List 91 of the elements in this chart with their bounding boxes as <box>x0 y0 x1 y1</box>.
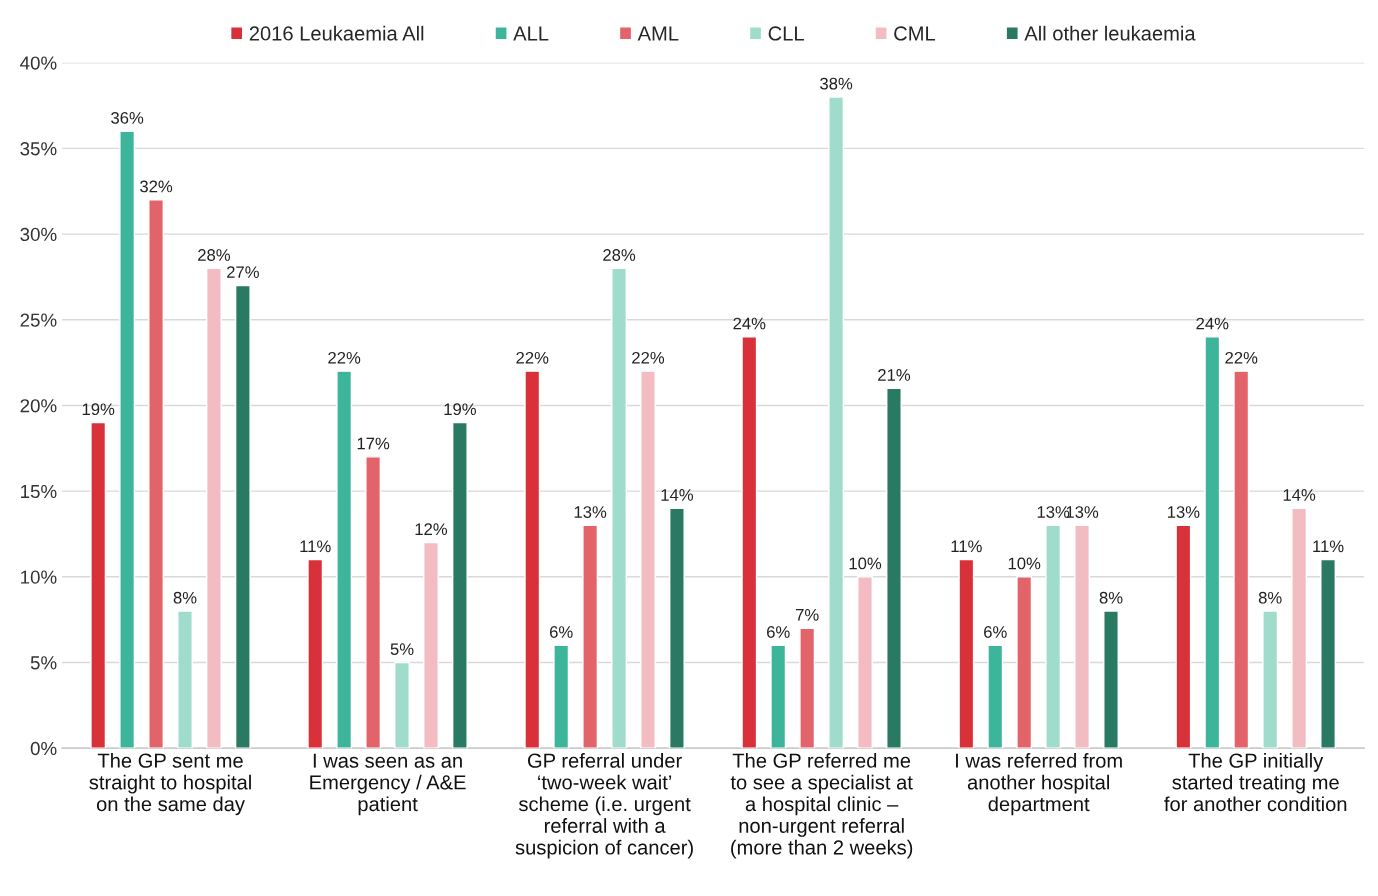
data-label: 24% <box>1196 317 1229 330</box>
data-label: 11% <box>1313 540 1344 553</box>
data-label: 14% <box>1283 489 1316 501</box>
data-label: 21% <box>878 369 911 381</box>
data-label: 19% <box>82 403 115 416</box>
bar <box>148 199 164 749</box>
data-label: 28% <box>198 249 231 261</box>
bar <box>1074 524 1091 749</box>
x-tick-label: GP referral under ‘two-week wait’ scheme (i.e. urgent referral with a suspicion of cancer) <box>515 753 693 859</box>
legend-label: All other leukaemia <box>1024 25 1196 41</box>
bar <box>1016 576 1033 749</box>
data-label: 22% <box>516 351 549 364</box>
bar <box>1233 370 1250 749</box>
data-label: 6% <box>984 626 1007 638</box>
data-label: 7% <box>795 609 819 621</box>
legend-label: 2016 Leukaemia All <box>249 25 424 41</box>
bar <box>770 644 787 749</box>
bar <box>90 421 107 749</box>
data-label: 8% <box>1099 591 1123 604</box>
data-label: 8% <box>173 591 197 604</box>
bar <box>1103 610 1119 749</box>
x-tick-label: The GP referred me to see a specialist at a hospital clinic – non-urgent referral (more than 2 weeks) <box>730 753 913 859</box>
data-label: 10% <box>1008 557 1041 570</box>
bar <box>336 370 353 749</box>
bar <box>799 627 816 749</box>
y-tick-label: 5% <box>30 656 57 670</box>
data-label: 12% <box>415 523 448 535</box>
bar <box>206 267 222 749</box>
data-label: 32% <box>140 180 173 193</box>
data-label: 19% <box>444 403 476 416</box>
data-label: 27% <box>227 266 259 278</box>
data-label: 11% <box>300 540 331 553</box>
bar <box>394 661 410 749</box>
data-label: 28% <box>603 249 636 261</box>
y-tick-label: 10% <box>21 570 57 584</box>
data-label: 38% <box>820 77 853 90</box>
x-tick-label: I was seen as an Emergency / A&E patient <box>310 753 466 816</box>
legend-label: AML <box>637 26 679 41</box>
data-label: 22% <box>328 351 361 364</box>
bar <box>886 387 902 749</box>
bar <box>524 370 541 749</box>
bar <box>1320 558 1336 749</box>
bar <box>828 96 845 749</box>
data-label: 13% <box>1167 506 1200 518</box>
data-label: 5% <box>390 643 414 656</box>
y-tick-label: 25% <box>20 313 57 327</box>
legend-label: CML <box>894 26 936 41</box>
bar <box>177 610 193 749</box>
bar <box>1262 610 1279 749</box>
bar <box>958 558 975 749</box>
y-tick-label: 40% <box>20 56 57 70</box>
bar <box>234 284 251 749</box>
bar <box>365 456 382 749</box>
bar <box>119 130 136 749</box>
data-label: 22% <box>632 351 665 364</box>
y-tick-label: 20% <box>20 399 57 413</box>
data-label: 36% <box>111 112 144 124</box>
data-label: 6% <box>767 626 790 638</box>
legend-label: CLL <box>768 26 804 41</box>
bar <box>582 524 599 749</box>
bar <box>1175 524 1192 749</box>
bar <box>640 370 656 749</box>
x-tick-label: I was referred from another hospital department <box>956 753 1122 816</box>
data-label: 14% <box>661 489 694 501</box>
x-tick-label: The GP sent me straight to hospital on the same day <box>89 753 251 816</box>
bar <box>741 336 758 749</box>
y-tick-label: 0% <box>30 741 57 756</box>
data-label: 13% <box>574 506 607 518</box>
bar <box>307 558 324 749</box>
bar <box>611 267 627 749</box>
bar <box>1045 524 1062 749</box>
legend-label: ALL <box>513 26 549 41</box>
bar <box>1291 507 1308 749</box>
bar <box>423 541 439 749</box>
bar <box>669 507 685 749</box>
bar <box>553 644 570 749</box>
bar <box>451 421 468 749</box>
y-tick-label: 35% <box>20 142 57 156</box>
data-label: 11% <box>951 540 982 553</box>
bar <box>857 576 873 749</box>
data-label: 6% <box>549 626 573 638</box>
bar <box>987 644 1004 749</box>
data-label: 17% <box>357 437 390 450</box>
y-tick-label: 30% <box>20 227 57 242</box>
data-label: 22% <box>1225 351 1258 364</box>
data-label: 8% <box>1258 591 1282 604</box>
y-tick-label: 15% <box>21 484 57 499</box>
bar <box>1204 336 1221 749</box>
data-label: 24% <box>733 317 766 330</box>
data-label: 10% <box>849 557 882 570</box>
x-tick-label: The GP initially started treating me for another condition <box>1164 753 1347 812</box>
